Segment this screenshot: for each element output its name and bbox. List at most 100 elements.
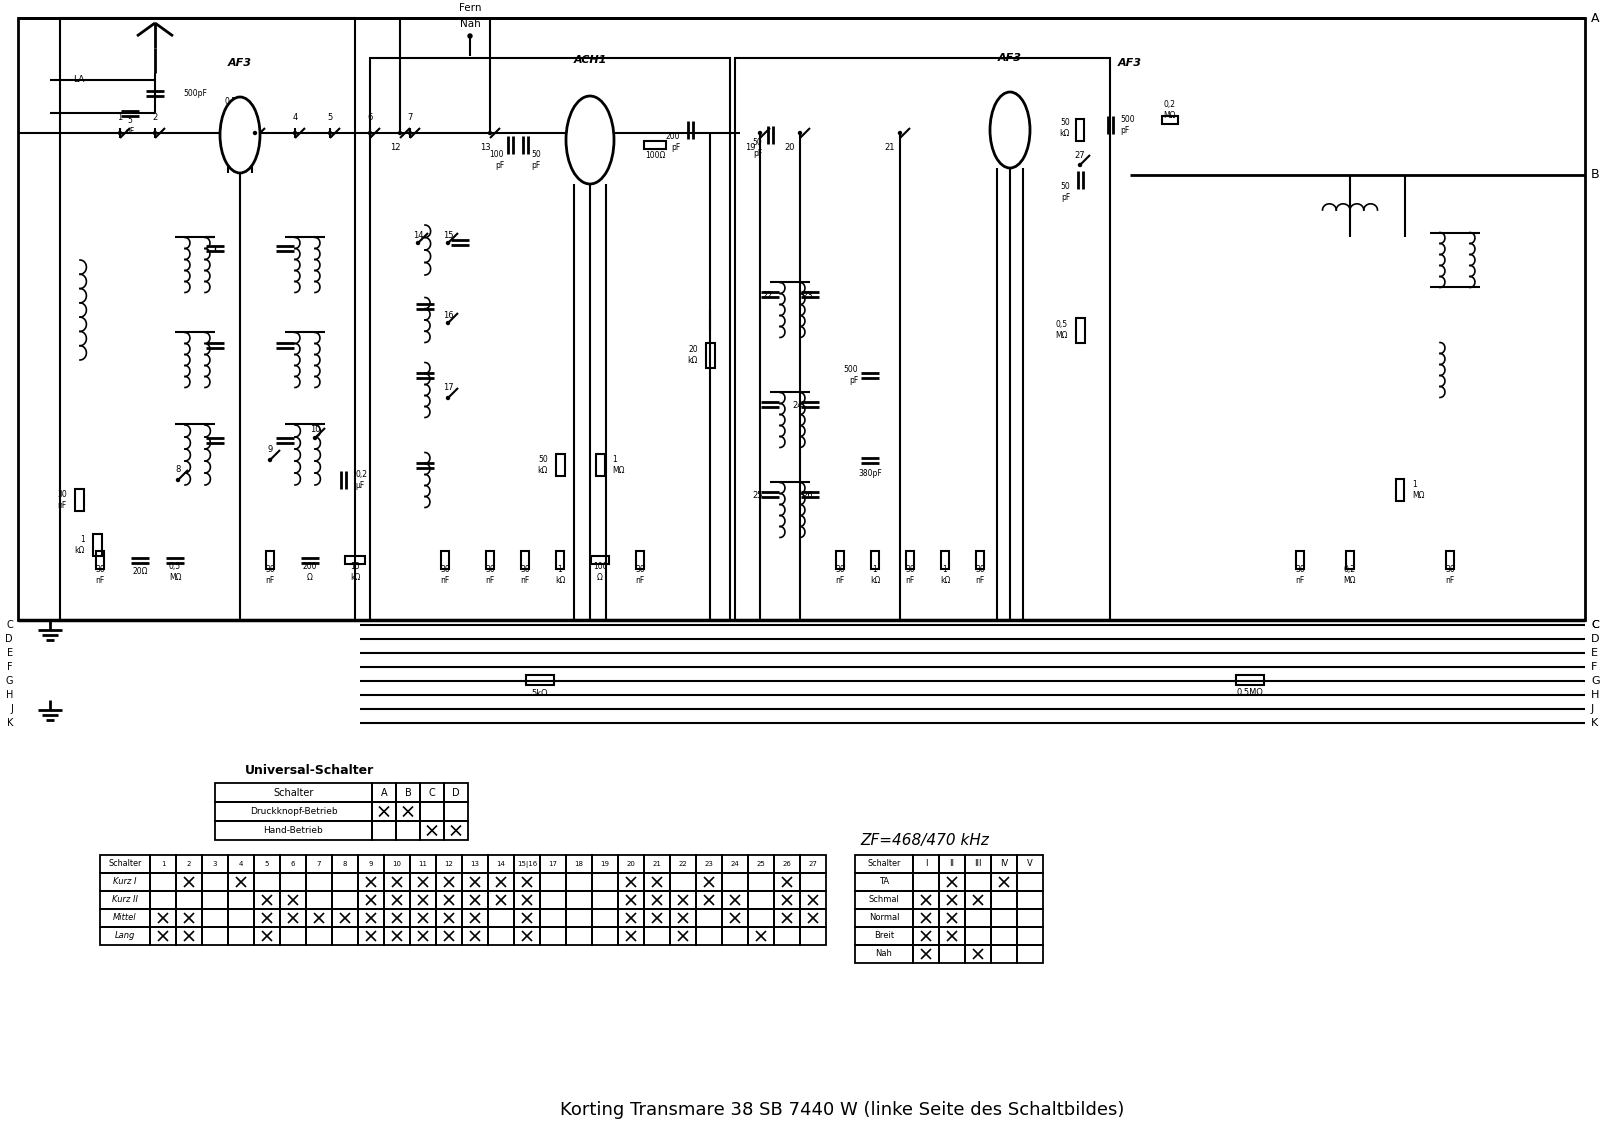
Bar <box>254 909 280 927</box>
Bar <box>202 927 229 946</box>
Text: 8: 8 <box>342 861 347 867</box>
Bar <box>618 909 643 927</box>
Text: 1
kΩ: 1 kΩ <box>75 535 85 554</box>
Bar <box>306 927 333 946</box>
Text: 200
Ω: 200 Ω <box>302 562 317 581</box>
Text: 7: 7 <box>408 113 413 122</box>
Text: 0,5
MΩ: 0,5 MΩ <box>168 562 181 581</box>
Bar <box>906 551 914 569</box>
Bar <box>800 909 826 927</box>
Bar <box>435 909 462 927</box>
Text: 26: 26 <box>782 861 792 867</box>
Bar <box>488 855 514 873</box>
Text: 0,5μF: 0,5μF <box>224 96 246 105</box>
Bar <box>800 855 826 873</box>
Bar <box>370 58 730 620</box>
Bar <box>939 946 965 962</box>
Text: 6: 6 <box>291 861 296 867</box>
Text: 0,2
μF: 0,2 μF <box>355 470 366 490</box>
Bar <box>566 909 592 927</box>
Bar <box>800 927 826 946</box>
Text: 22: 22 <box>678 861 688 867</box>
Bar <box>722 927 749 946</box>
Circle shape <box>446 397 450 399</box>
Bar <box>306 855 333 873</box>
Text: 4: 4 <box>293 113 298 122</box>
Bar <box>346 556 365 564</box>
Bar <box>445 802 467 821</box>
Bar <box>618 873 643 891</box>
Circle shape <box>314 437 317 440</box>
Circle shape <box>408 131 411 135</box>
Text: Schalter: Schalter <box>109 860 142 869</box>
Text: 5kΩ: 5kΩ <box>531 689 549 698</box>
Bar <box>722 855 749 873</box>
Text: Nah: Nah <box>875 950 893 958</box>
Bar <box>96 551 104 569</box>
Bar <box>914 927 939 946</box>
Ellipse shape <box>221 97 259 173</box>
Bar <box>1296 551 1304 569</box>
Bar <box>592 891 618 909</box>
Text: 1
MΩ: 1 MΩ <box>1413 481 1424 500</box>
Bar <box>488 909 514 927</box>
Bar <box>618 891 643 909</box>
Text: 12: 12 <box>390 144 400 153</box>
Bar <box>462 855 488 873</box>
Bar <box>514 927 541 946</box>
Text: 200
pF: 200 pF <box>666 132 680 152</box>
Bar <box>1346 551 1354 569</box>
Text: 9: 9 <box>368 861 373 867</box>
Text: 25: 25 <box>752 491 763 500</box>
Text: 16: 16 <box>443 311 453 319</box>
Text: Universal-Schalter: Universal-Schalter <box>245 763 374 777</box>
Text: 380pF: 380pF <box>858 469 882 478</box>
Bar <box>965 891 990 909</box>
Bar <box>229 891 254 909</box>
Bar <box>643 141 666 149</box>
Text: 30
nF: 30 nF <box>485 566 494 585</box>
Bar <box>358 891 384 909</box>
Bar <box>914 946 939 962</box>
Text: 5: 5 <box>328 113 333 122</box>
Bar <box>99 855 150 873</box>
Text: 17: 17 <box>443 383 453 392</box>
Bar <box>854 855 914 873</box>
Text: H: H <box>1590 690 1600 700</box>
Bar <box>800 891 826 909</box>
Bar <box>965 855 990 873</box>
Bar <box>150 927 176 946</box>
Bar <box>618 855 643 873</box>
Text: J: J <box>10 703 13 714</box>
Bar <box>914 855 939 873</box>
Bar <box>774 927 800 946</box>
Bar <box>280 927 306 946</box>
Bar <box>774 855 800 873</box>
Text: 15: 15 <box>443 231 453 240</box>
Bar <box>514 855 541 873</box>
Bar <box>696 873 722 891</box>
Text: B: B <box>405 787 411 797</box>
Text: 27: 27 <box>1075 150 1085 159</box>
Text: 1
MΩ: 1 MΩ <box>611 456 624 475</box>
Bar <box>965 909 990 927</box>
Bar <box>445 821 467 840</box>
Text: 500
pF: 500 pF <box>1120 115 1134 135</box>
Circle shape <box>328 131 331 135</box>
Text: 6: 6 <box>368 113 373 122</box>
Bar <box>696 855 722 873</box>
Bar <box>541 927 566 946</box>
Bar <box>514 909 541 927</box>
Text: V: V <box>1027 860 1034 869</box>
Text: 19: 19 <box>600 861 610 867</box>
Bar <box>965 946 990 962</box>
Text: D: D <box>5 634 13 644</box>
Text: AF3: AF3 <box>229 58 253 68</box>
Text: 18: 18 <box>574 861 584 867</box>
Bar <box>306 873 333 891</box>
Bar <box>734 58 1110 620</box>
Bar <box>618 927 643 946</box>
Text: F: F <box>1590 662 1597 672</box>
Circle shape <box>176 478 179 482</box>
Text: C: C <box>6 620 13 630</box>
